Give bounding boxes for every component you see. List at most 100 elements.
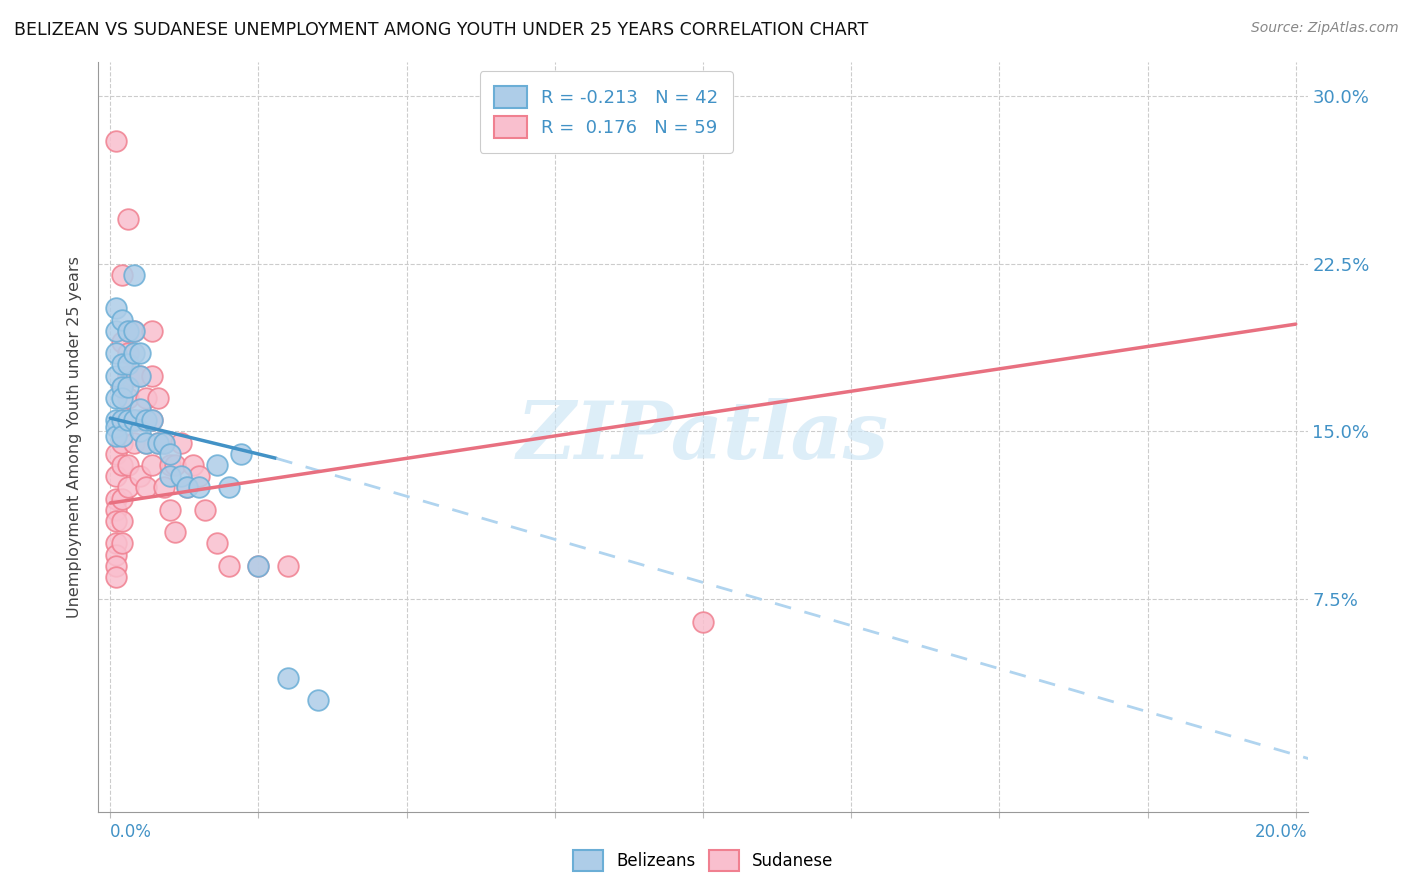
Point <box>117 413 139 427</box>
Point <box>105 570 128 584</box>
Point <box>117 358 139 372</box>
Point <box>146 391 169 405</box>
Point <box>105 391 128 405</box>
Point <box>159 469 181 483</box>
Point <box>117 458 139 472</box>
Point <box>117 368 139 383</box>
Point <box>205 458 228 472</box>
Point <box>122 324 145 338</box>
Point <box>307 693 329 707</box>
Point <box>105 447 128 461</box>
Point <box>165 458 187 472</box>
Point <box>105 429 128 443</box>
Point <box>218 558 240 573</box>
Point <box>165 525 187 540</box>
Point <box>159 502 181 516</box>
Point <box>129 402 152 417</box>
Point <box>159 458 181 472</box>
Point <box>188 469 211 483</box>
Point <box>129 425 152 439</box>
Point <box>135 413 157 427</box>
Point <box>129 368 152 383</box>
Point <box>692 615 714 629</box>
Point <box>247 558 270 573</box>
Point <box>105 491 128 506</box>
Point <box>152 435 174 450</box>
Text: 0.0%: 0.0% <box>110 823 152 841</box>
Point <box>111 435 134 450</box>
Point <box>111 536 134 550</box>
Legend: Belizeans, Sudanese: Belizeans, Sudanese <box>567 844 839 878</box>
Point <box>152 480 174 494</box>
Text: Source: ZipAtlas.com: Source: ZipAtlas.com <box>1251 21 1399 35</box>
Point <box>135 435 157 450</box>
Point <box>146 435 169 450</box>
Point <box>229 447 252 461</box>
Point <box>105 368 128 383</box>
Point <box>111 458 134 472</box>
Point <box>188 480 211 494</box>
Point <box>176 480 198 494</box>
Point <box>181 458 204 472</box>
Point <box>141 458 163 472</box>
Point <box>111 268 134 282</box>
Point <box>111 514 134 528</box>
Point <box>122 435 145 450</box>
Point <box>111 413 134 427</box>
Point <box>117 380 139 394</box>
Point <box>129 368 152 383</box>
Point <box>111 334 134 349</box>
Point <box>205 536 228 550</box>
Point <box>129 469 152 483</box>
Point <box>176 480 198 494</box>
Legend: R = -0.213   N = 42, R =  0.176   N = 59: R = -0.213 N = 42, R = 0.176 N = 59 <box>479 71 733 153</box>
Point <box>105 301 128 316</box>
Point <box>117 324 139 338</box>
Point <box>129 413 152 427</box>
Point <box>129 346 152 360</box>
Point <box>105 502 128 516</box>
Point <box>111 380 134 394</box>
Point <box>117 391 139 405</box>
Point <box>105 469 128 483</box>
Point <box>159 447 181 461</box>
Point <box>122 324 145 338</box>
Point <box>117 480 139 494</box>
Point <box>105 134 128 148</box>
Point <box>141 324 163 338</box>
Point <box>277 558 299 573</box>
Point <box>194 502 217 516</box>
Text: BELIZEAN VS SUDANESE UNEMPLOYMENT AMONG YOUTH UNDER 25 YEARS CORRELATION CHART: BELIZEAN VS SUDANESE UNEMPLOYMENT AMONG … <box>14 21 869 38</box>
Point <box>105 548 128 562</box>
Point <box>141 413 163 427</box>
Point <box>122 346 145 360</box>
Point <box>111 380 134 394</box>
Point <box>105 413 128 427</box>
Text: 20.0%: 20.0% <box>1256 823 1308 841</box>
Point <box>117 346 139 360</box>
Point <box>117 324 139 338</box>
Point <box>105 420 128 434</box>
Point <box>105 536 128 550</box>
Point <box>122 413 145 427</box>
Point <box>105 514 128 528</box>
Point <box>135 435 157 450</box>
Point <box>105 346 128 360</box>
Point <box>170 435 193 450</box>
Point <box>247 558 270 573</box>
Point <box>117 413 139 427</box>
Point <box>105 324 128 338</box>
Point <box>218 480 240 494</box>
Point <box>111 391 134 405</box>
Point <box>141 413 163 427</box>
Point <box>141 368 163 383</box>
Point <box>146 435 169 450</box>
Y-axis label: Unemployment Among Youth under 25 years: Unemployment Among Youth under 25 years <box>67 256 83 618</box>
Point <box>170 469 193 483</box>
Point <box>135 480 157 494</box>
Point <box>277 671 299 685</box>
Point <box>122 268 145 282</box>
Point <box>152 435 174 450</box>
Point <box>111 358 134 372</box>
Point <box>105 558 128 573</box>
